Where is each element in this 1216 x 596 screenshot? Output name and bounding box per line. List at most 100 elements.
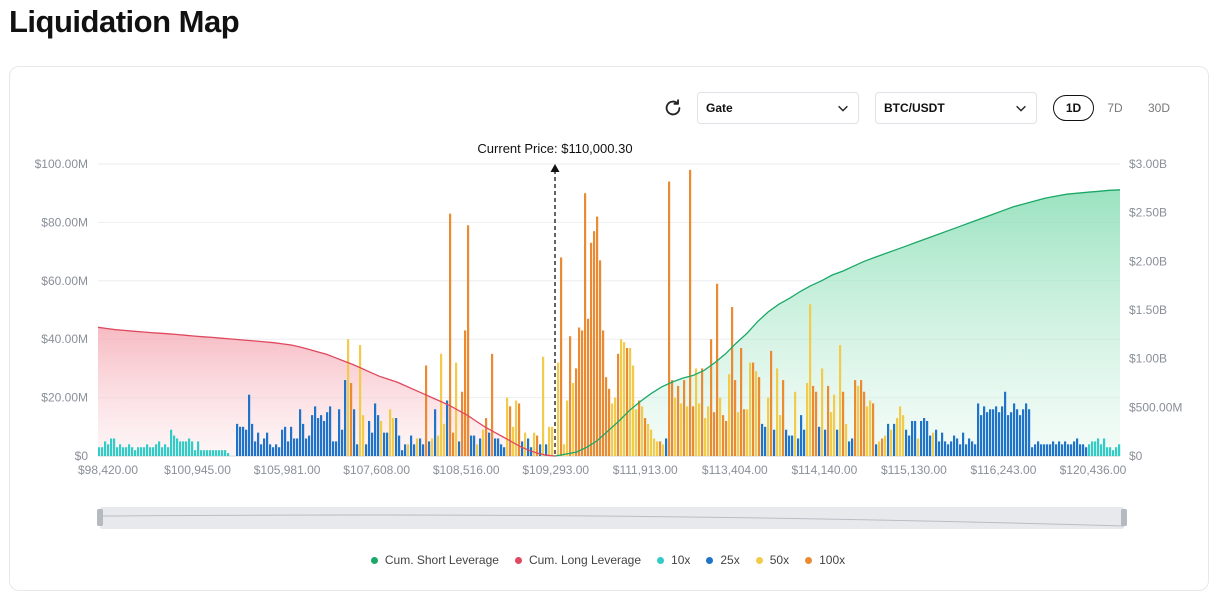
- bar-25x: [1049, 444, 1052, 456]
- bar-25x: [272, 447, 275, 456]
- bar-25x: [335, 441, 338, 456]
- bar-50x: [698, 403, 701, 456]
- timeframe-30d-button[interactable]: 30D: [1147, 101, 1170, 115]
- y-right-tick-label: $500.00M: [1129, 400, 1182, 414]
- legend-dot-25x: [706, 556, 714, 564]
- current-price-label: Current Price: $110,000.30: [477, 141, 632, 156]
- bar-25x: [1052, 441, 1055, 456]
- bar-10x: [113, 438, 116, 456]
- bar-10x: [212, 450, 215, 456]
- y-left-tick-label: $0: [75, 449, 89, 463]
- bar-50x: [566, 400, 569, 456]
- x-tick-label: $105,981.00: [254, 463, 321, 477]
- bar-100x: [668, 181, 671, 456]
- bar-100x: [677, 385, 680, 456]
- cumulative-lines: [97, 189, 1121, 457]
- bar-25x: [521, 441, 524, 456]
- bar-25x: [989, 409, 992, 456]
- bar-10x: [200, 450, 203, 456]
- bar-100x: [881, 438, 884, 456]
- bar-25x: [1037, 441, 1040, 456]
- bar-50x: [611, 403, 614, 456]
- bar-25x: [893, 423, 896, 456]
- range-slider[interactable]: [97, 507, 1127, 529]
- bar-25x: [1004, 391, 1007, 456]
- bar-25x: [1061, 444, 1064, 456]
- y-right-tick-label: $2.00B: [1129, 254, 1167, 268]
- range-slider-track[interactable]: [100, 507, 1124, 529]
- legend-item-10x[interactable]: 10x: [657, 553, 690, 567]
- legend-item-cum-long[interactable]: Cum. Long Leverage: [514, 553, 641, 567]
- bar-25x: [488, 432, 491, 456]
- bar-50x: [359, 345, 362, 456]
- bar-25x: [1070, 444, 1073, 456]
- bar-25x: [950, 441, 953, 456]
- bar-25x: [938, 441, 941, 456]
- legend-label: 25x: [720, 553, 740, 567]
- bar-100x: [731, 307, 734, 456]
- bar-100x: [596, 216, 599, 456]
- bar-25x: [947, 444, 950, 456]
- bar-25x: [911, 420, 914, 456]
- x-tick-label: $98,420.00: [78, 463, 138, 477]
- bar-100x: [770, 350, 773, 456]
- bar-25x: [974, 444, 977, 456]
- bar-25x: [545, 444, 548, 456]
- bar-25x: [311, 415, 314, 456]
- bar-10x: [131, 447, 134, 456]
- bar-25x: [305, 438, 308, 456]
- bar-10x: [146, 444, 149, 456]
- bar-50x: [902, 415, 905, 456]
- bar-50x: [443, 423, 446, 456]
- bar-10x: [128, 444, 131, 456]
- bar-25x: [998, 412, 1001, 456]
- bar-25x: [773, 429, 776, 456]
- bar-100x: [782, 380, 785, 456]
- bar-10x: [194, 450, 197, 456]
- bar-100x: [599, 260, 602, 456]
- bar-100x: [464, 330, 467, 456]
- bar-25x: [983, 406, 986, 456]
- bar-25x: [386, 432, 389, 456]
- bar-25x: [926, 420, 929, 456]
- bar-10x: [119, 444, 122, 456]
- bar-100x: [725, 420, 728, 456]
- bar-50x: [755, 371, 758, 456]
- bar-25x: [818, 426, 821, 456]
- bar-25x: [284, 426, 287, 456]
- legend-item-cum-short[interactable]: Cum. Short Leverage: [370, 553, 499, 567]
- legend-label: 100x: [819, 553, 846, 567]
- bar-50x: [866, 406, 869, 456]
- bar-100x: [827, 385, 830, 456]
- range-slider-right-handle[interactable]: [1121, 509, 1127, 526]
- bar-25x: [875, 444, 878, 456]
- bar-50x: [437, 435, 440, 456]
- bar-50x: [533, 432, 536, 456]
- bar-25x: [296, 438, 299, 456]
- bar-10x: [1109, 447, 1112, 456]
- y-right-tick-label: $3.00B: [1129, 157, 1167, 171]
- pair-select[interactable]: BTC/USDT: [875, 92, 1037, 124]
- x-axis: $98,420.00 $100,945.00 $105,981.00 $107,608…: [78, 463, 1127, 477]
- legend-item-50x[interactable]: 50x: [755, 553, 789, 567]
- bar-100x: [587, 318, 590, 456]
- timeframe-7d-button[interactable]: 7D: [1107, 101, 1123, 115]
- x-tick-label: $100,945.00: [164, 463, 231, 477]
- bar-50x: [719, 397, 722, 456]
- bar-25x: [944, 441, 947, 456]
- bar-100x: [758, 377, 761, 456]
- bar-25x: [977, 403, 980, 456]
- bar-25x: [338, 409, 341, 456]
- timeframe-1d-button[interactable]: 1D: [1053, 95, 1094, 121]
- legend-item-100x[interactable]: 100x: [805, 553, 845, 567]
- bar-25x: [419, 438, 422, 456]
- bar-10x: [98, 447, 101, 456]
- legend-item-25x[interactable]: 25x: [706, 553, 740, 567]
- range-slider-left-handle[interactable]: [97, 509, 103, 526]
- refresh-icon[interactable]: [662, 97, 684, 119]
- bar-25x: [1058, 441, 1061, 456]
- bar-50x: [794, 391, 797, 456]
- exchange-select[interactable]: Gate: [697, 92, 859, 124]
- bar-100x: [743, 409, 746, 456]
- leverage-bars: [98, 169, 1121, 456]
